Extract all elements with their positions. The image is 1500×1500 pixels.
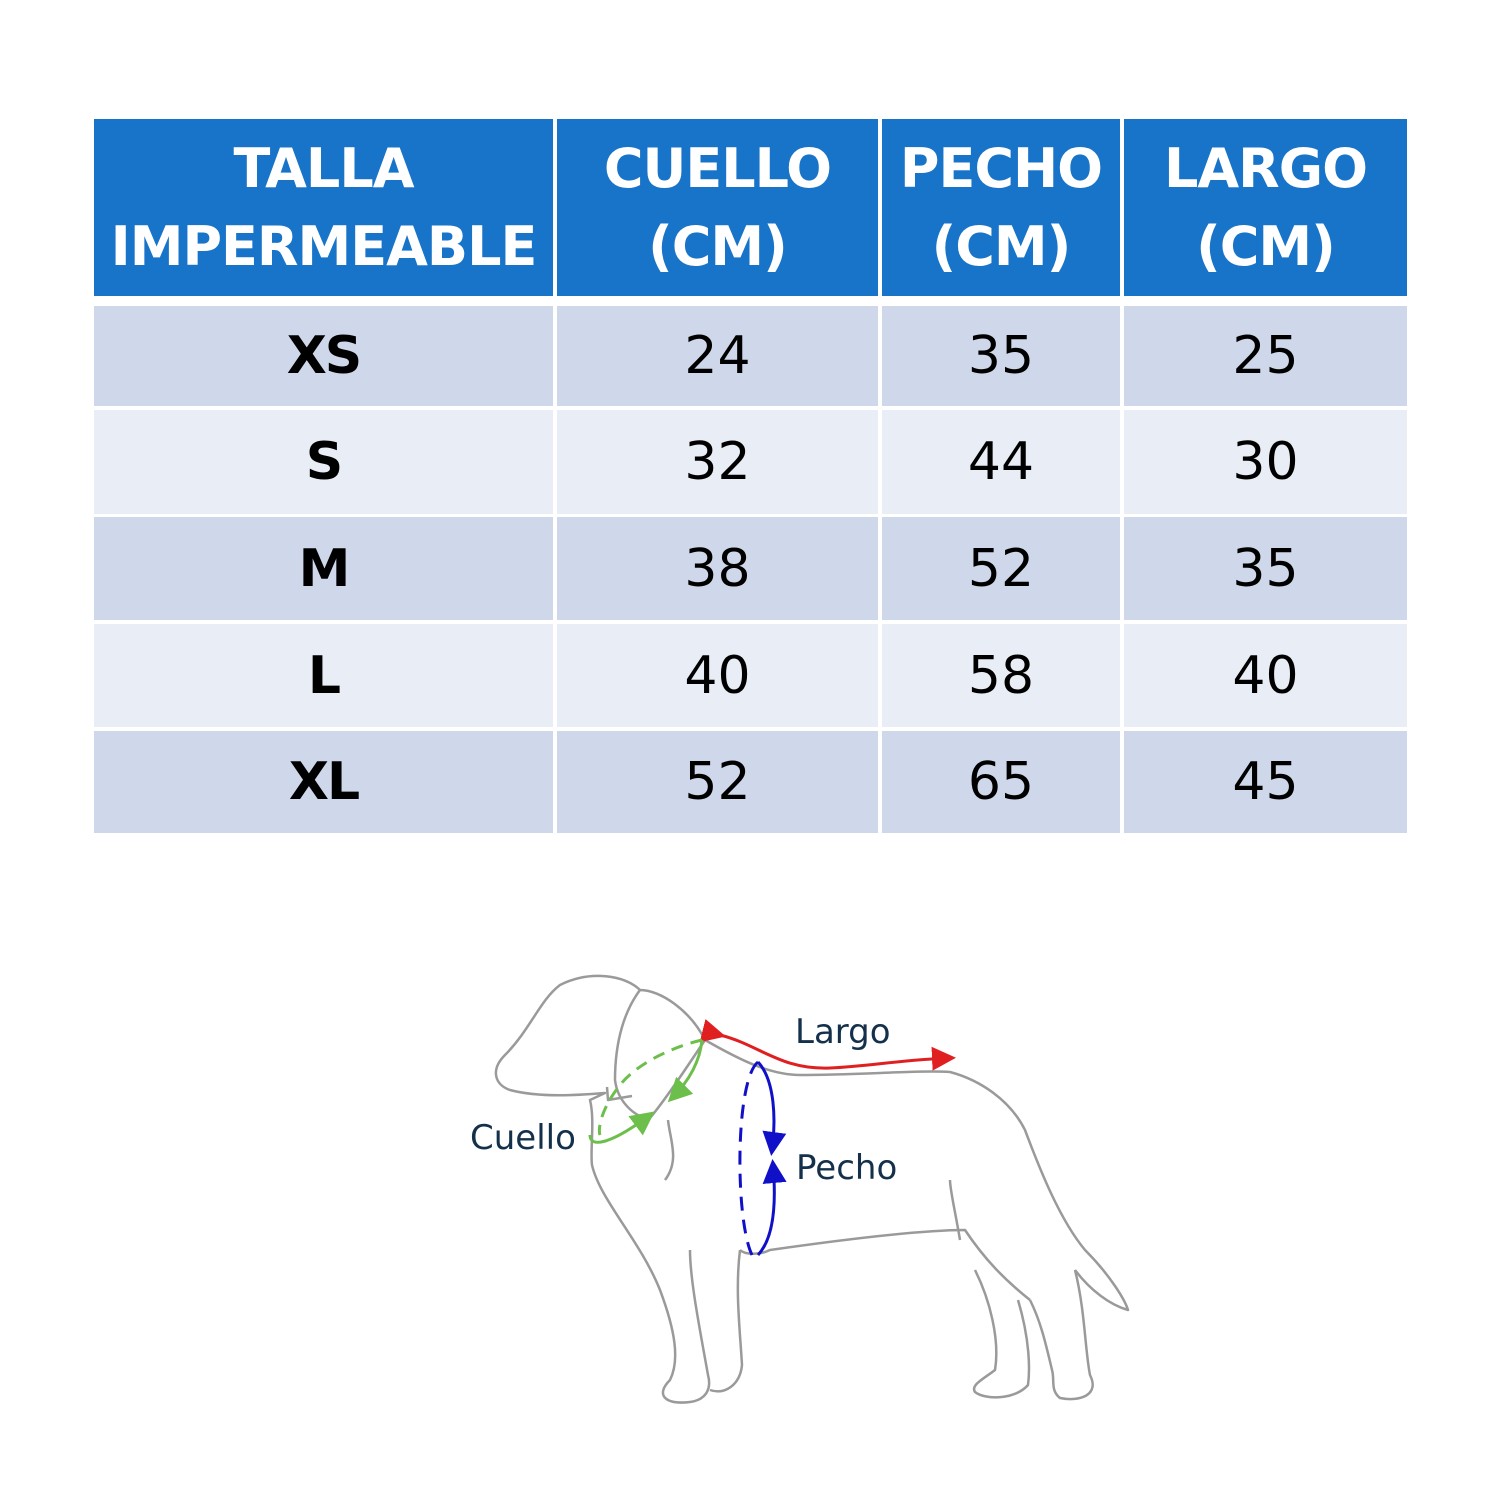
header-text: IMPERMEABLE	[110, 214, 538, 278]
header-text: PECHO	[899, 136, 1103, 200]
pecho-cell: 44	[882, 410, 1120, 514]
header-text: (CM)	[1196, 214, 1336, 278]
pecho-arrow	[738, 1060, 787, 1257]
pecho-cell: 35	[882, 306, 1120, 406]
pecho-cell: 52	[882, 517, 1120, 620]
size-cell: XS	[94, 306, 553, 406]
cuello-arrow	[588, 1038, 704, 1144]
size-cell: XL	[94, 731, 553, 833]
pecho-cell: 65	[882, 731, 1120, 833]
cuello-cell: 24	[557, 306, 878, 406]
header-text: TALLA	[233, 136, 414, 200]
largo-cell: 35	[1124, 517, 1407, 620]
size-cell: M	[94, 517, 553, 620]
header-text: LARGO	[1163, 136, 1368, 200]
size-cell: L	[94, 624, 553, 727]
header-text: (CM)	[648, 214, 788, 278]
header-text: (CM)	[931, 214, 1072, 278]
pecho-label: Pecho	[796, 1148, 898, 1188]
largo-cell: 45	[1124, 731, 1407, 833]
largo-arrow	[699, 1018, 956, 1071]
largo-cell: 25	[1124, 306, 1407, 406]
header-text: CUELLO	[603, 136, 832, 200]
largo-label: Largo	[795, 1012, 891, 1052]
cuello-label: Cuello	[470, 1118, 576, 1158]
cuello-cell: 38	[557, 517, 878, 620]
largo-cell: 40	[1124, 624, 1407, 727]
pecho-cell: 58	[882, 624, 1120, 727]
largo-cell: 30	[1124, 410, 1407, 514]
cuello-cell: 32	[557, 410, 878, 514]
header-largo: LARGO (CM)	[1124, 119, 1407, 296]
cuello-cell: 40	[557, 624, 878, 727]
size-cell: S	[94, 410, 553, 514]
cuello-cell: 52	[557, 731, 878, 833]
header-cuello: CUELLO (CM)	[557, 119, 878, 296]
header-pecho: PECHO (CM)	[882, 119, 1120, 296]
header-talla: TALLA IMPERMEABLE	[94, 119, 553, 296]
